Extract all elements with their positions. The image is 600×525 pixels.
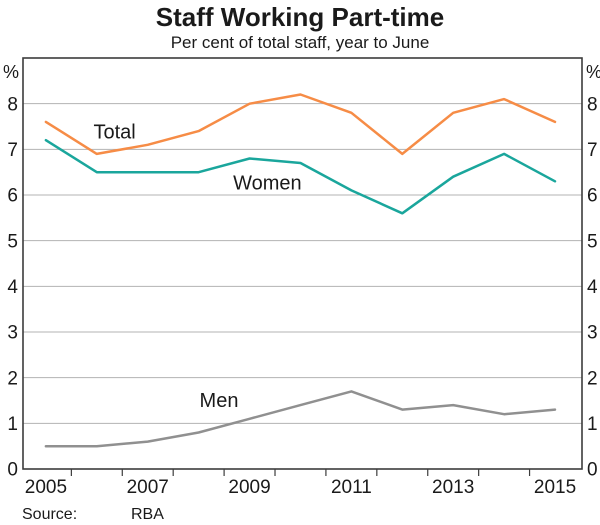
x-tick-label: 2005 [25,477,67,498]
series-line-women [44,138,557,215]
y-tick-label-right: 7 [587,140,598,161]
y-tick-label-left: 1 [7,414,18,435]
y-tick-label-right: 5 [587,231,598,252]
plot-frame [22,57,583,470]
y-tick-label-right: 4 [587,277,598,298]
y-tick-label-left: 0 [7,460,18,481]
y-axis-unit-right: % [586,62,600,82]
y-axis-labels-left: 0 1 2 3 4 5 6 7 8 [7,94,18,480]
source-value: RBA [131,506,164,523]
y-tick-label-left: 7 [7,140,18,161]
series-labels-group: Total Women Men [94,122,302,413]
series-line-men [44,390,557,448]
series-label-women: Women [233,173,302,195]
x-tick-label: 2011 [331,477,372,498]
x-axis-ticks-group [70,469,531,476]
chart-subtitle: Per cent of total staff, year to June [171,33,430,52]
y-tick-label-right: 2 [587,368,598,389]
x-tick-label: 2009 [228,477,270,498]
x-tick-label: 2007 [127,477,169,498]
y-tick-label-left: 4 [7,277,18,298]
y-tick-label-right: 0 [587,460,598,481]
y-axis-unit-left: % [3,62,19,82]
y-tick-label-right: 6 [587,186,598,207]
y-tick-label-right: 3 [587,323,598,344]
series-label-total: Total [94,122,136,144]
y-tick-label-left: 5 [7,231,18,252]
y-tick-label-right: 1 [587,414,598,435]
x-tick-label: 2013 [432,477,474,498]
x-tick-label: 2015 [534,477,576,498]
series-label-men: Men [200,390,239,412]
y-tick-label-left: 6 [7,186,18,207]
series-lines-group [44,93,557,448]
y-tick-label-left: 2 [7,368,18,389]
y-tick-label-right: 8 [587,94,598,115]
chart-title: Staff Working Part-time [156,2,444,32]
axis-unit-labels: %% [3,62,600,82]
y-axis-labels-right: 0 1 2 3 4 5 6 7 8 [587,94,598,480]
y-tick-label-left: 3 [7,323,18,344]
source-label: Source: [22,506,77,523]
y-tick-label-left: 8 [7,94,18,115]
plot-frame-group [22,57,583,470]
x-axis-labels: 2005 2007 2009 2011 2013 2015 [25,477,576,498]
series-line-total [44,93,557,156]
